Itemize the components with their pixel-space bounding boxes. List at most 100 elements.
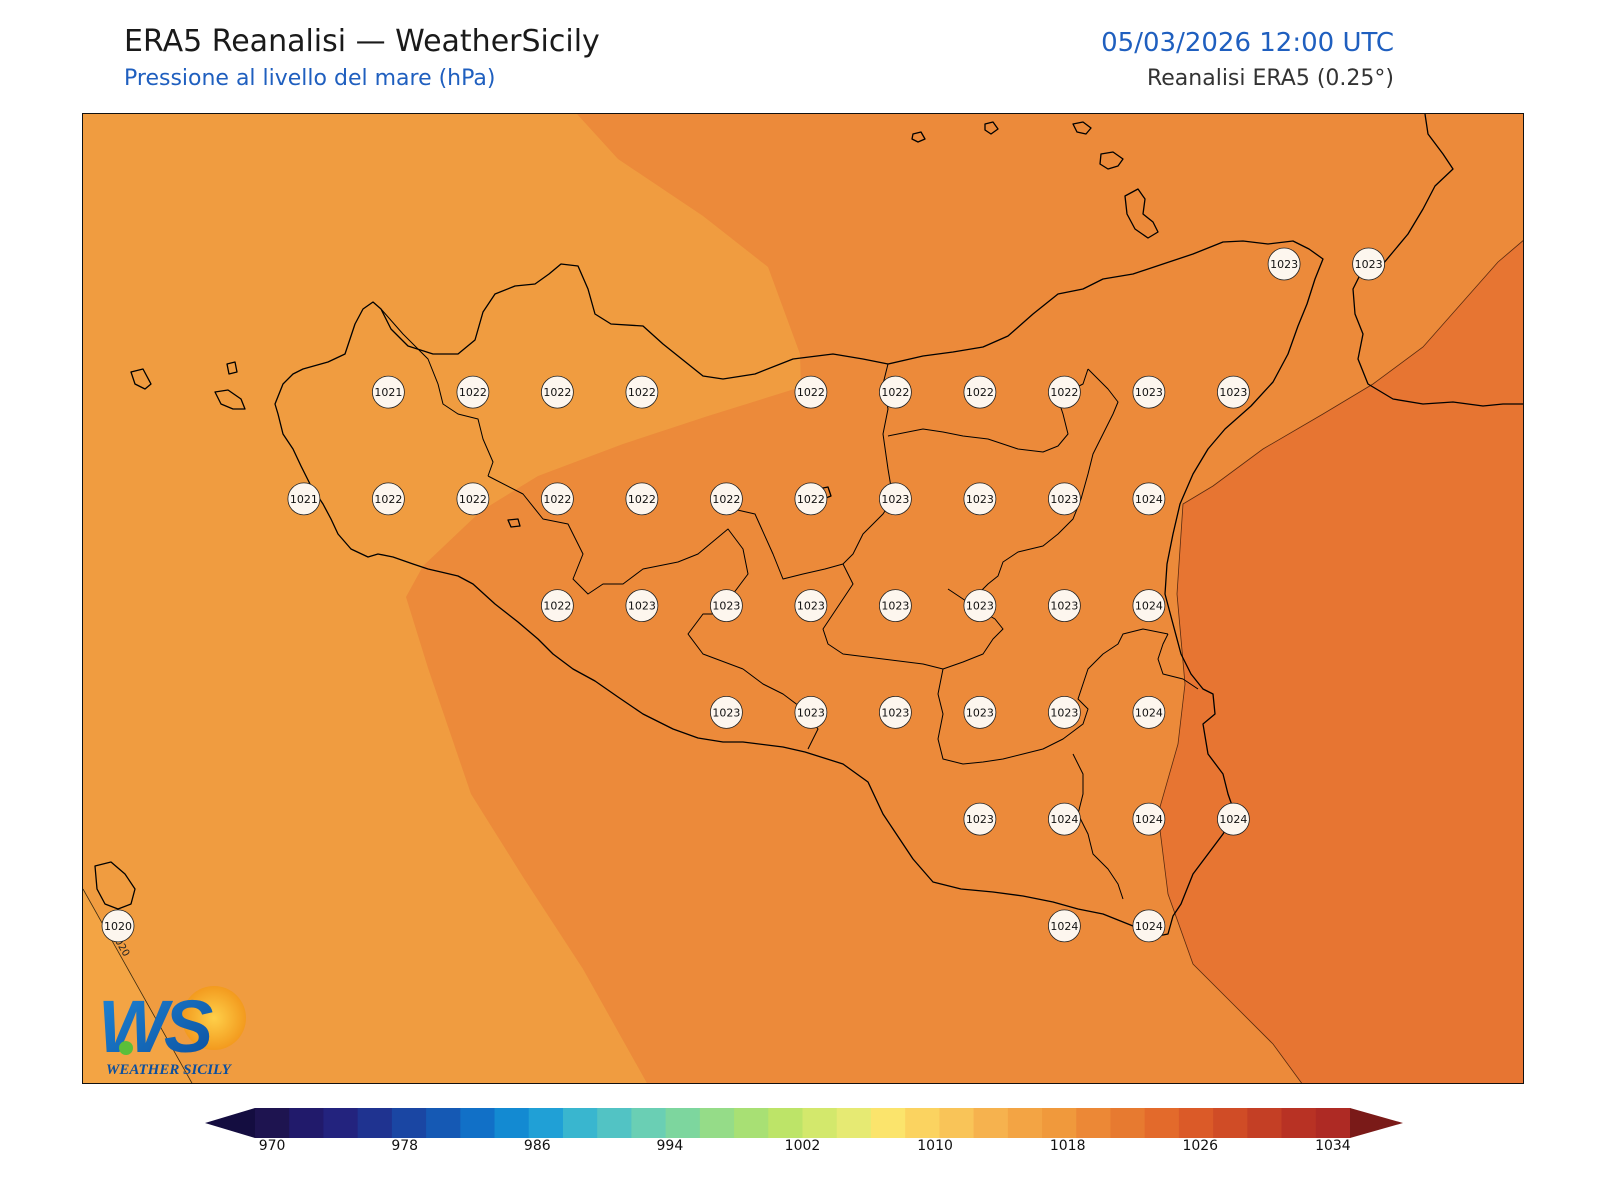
colorbar-segment <box>528 1108 564 1138</box>
station-marker <box>794 695 828 729</box>
station-label: 1023 <box>1048 482 1081 516</box>
station-marker <box>794 375 828 409</box>
pressure-map: 1020 <box>83 114 1523 1083</box>
station-label: 1021 <box>287 482 321 516</box>
station-marker <box>1132 909 1166 943</box>
station-value: 1022 <box>628 493 656 506</box>
valid-datetime: 05/03/2026 12:00 UTC <box>1101 28 1394 58</box>
station-value: 1022 <box>543 493 571 506</box>
station-marker <box>1048 909 1081 943</box>
colorbar-segment <box>665 1108 701 1138</box>
station-marker <box>456 375 490 409</box>
station-value: 1022 <box>374 493 402 506</box>
station-marker <box>1217 802 1250 836</box>
station-value: 1022 <box>628 386 656 399</box>
station-value: 1022 <box>543 386 571 399</box>
station-label: 1022 <box>456 482 490 516</box>
colorbar-segment <box>631 1108 667 1138</box>
station-marker <box>540 482 574 516</box>
colorbar-segment <box>323 1108 359 1138</box>
station-label: 1023 <box>794 589 828 623</box>
station-value: 1024 <box>1050 813 1078 826</box>
colorbar-segment <box>597 1108 632 1138</box>
station-marker <box>1267 247 1301 281</box>
station-marker <box>287 482 321 516</box>
colorbar-segment <box>562 1108 598 1138</box>
station-marker <box>371 482 405 516</box>
colorbar-under-arrow <box>205 1108 255 1138</box>
station-marker <box>625 375 659 409</box>
colorbar-segment <box>905 1108 940 1138</box>
station-value: 1023 <box>1135 386 1163 399</box>
aeolian-island-2 <box>1124 188 1159 239</box>
station-marker <box>879 375 912 409</box>
border-ct-rg <box>937 628 1169 765</box>
colorbar-segment <box>255 1108 290 1138</box>
province-borders <box>380 308 1199 900</box>
station-marker <box>1132 375 1166 409</box>
map-subtitle: Pressione al livello del mare (hPa) <box>124 66 496 91</box>
colorbar-segment <box>460 1108 496 1138</box>
station-marker <box>1217 375 1250 409</box>
station-label: 1024 <box>1217 802 1250 836</box>
station-value: 1023 <box>1355 258 1383 271</box>
station-marker <box>1048 482 1081 516</box>
colorbar-segment <box>870 1108 906 1138</box>
station-marker <box>1048 695 1081 729</box>
station-value: 1021 <box>290 493 318 506</box>
border-ct <box>977 368 1119 595</box>
station-value: 1023 <box>628 600 656 613</box>
border-sr-ct <box>1157 633 1199 690</box>
station-marker <box>963 589 997 623</box>
station-value: 1024 <box>1135 600 1163 613</box>
station-label: 1023 <box>879 589 912 623</box>
station-marker <box>710 589 743 623</box>
station-label: 1022 <box>371 482 405 516</box>
colorbar-tick-label: 1002 <box>784 1138 821 1154</box>
station-marker <box>879 482 912 516</box>
colorbar-tick-label: 970 <box>258 1138 286 1154</box>
station-value: 1023 <box>966 813 994 826</box>
logo-text: WEATHER SICILY <box>106 1062 233 1078</box>
station-label: 1024 <box>1132 589 1166 623</box>
station-label: 1023 <box>1217 375 1250 409</box>
colorbar-segment <box>939 1108 975 1138</box>
station-marker <box>963 695 997 729</box>
colorbar-segment <box>734 1108 769 1138</box>
colorbar-segment <box>1315 1108 1351 1138</box>
station-value: 1022 <box>966 386 994 399</box>
station-marker <box>625 482 659 516</box>
colorbar-segment <box>391 1108 427 1138</box>
colorbar-segment <box>289 1108 324 1138</box>
colorbar-segment <box>1281 1108 1317 1138</box>
station-value: 1022 <box>797 493 825 506</box>
station-label: 1024 <box>1132 802 1166 836</box>
station-value: 1024 <box>1050 920 1078 933</box>
station-label: 1023 <box>710 695 743 729</box>
egadi-island-2 <box>214 389 246 410</box>
station-marker <box>963 802 997 836</box>
colorbar-segment <box>1007 1108 1043 1138</box>
colorbar-tick-label: 978 <box>391 1138 419 1154</box>
colorbar-segment <box>973 1108 1009 1138</box>
colorbar-tick-label: 1034 <box>1315 1138 1351 1154</box>
station-value: 1023 <box>881 706 909 719</box>
station-marker <box>371 375 405 409</box>
station-marker <box>1048 589 1081 623</box>
station-value: 1023 <box>966 600 994 613</box>
colorbar-segment <box>768 1108 803 1138</box>
station-marker <box>963 482 997 516</box>
station-value: 1022 <box>459 493 487 506</box>
colorbar-scale <box>205 1108 1403 1138</box>
station-label: 1022 <box>794 375 828 409</box>
station-marker <box>1132 802 1166 836</box>
colorbar-tick-label: 1026 <box>1182 1138 1219 1154</box>
colorbar-tick-label: 1018 <box>1049 1138 1086 1154</box>
station-label: 1024 <box>1132 909 1166 943</box>
station-value: 1022 <box>459 386 487 399</box>
station-value: 1023 <box>881 600 909 613</box>
colorbar-tick-label: 986 <box>523 1138 551 1154</box>
station-value: 1023 <box>1219 386 1247 399</box>
station-label: 1023 <box>1048 589 1081 623</box>
egadi-island-1 <box>130 368 152 390</box>
